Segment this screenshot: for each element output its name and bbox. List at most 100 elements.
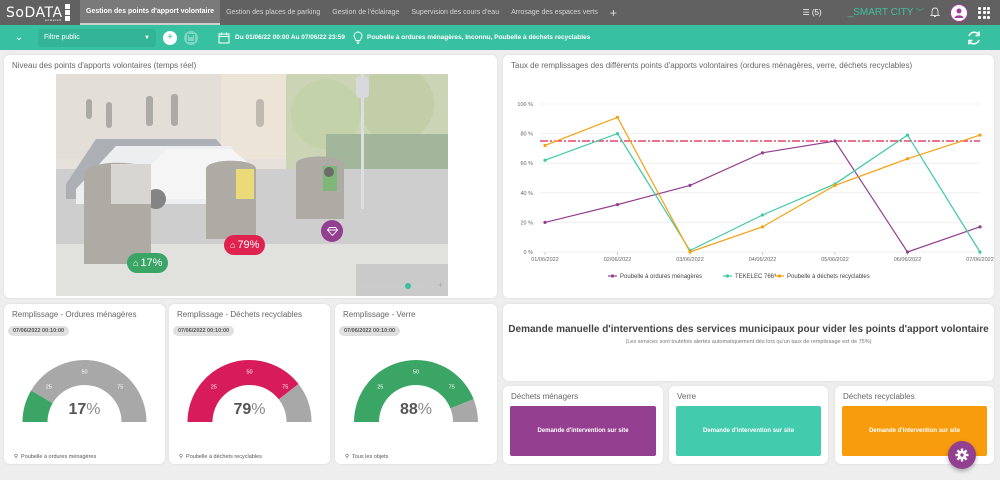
svg-text:20 %: 20 % — [520, 220, 533, 226]
settings-fab[interactable] — [948, 441, 976, 469]
svg-text:+: + — [438, 280, 443, 290]
workspace-selector[interactable]: _SMART CITY ﹀ — [848, 7, 924, 18]
card-title: Taux de remplissages des différents poin… — [511, 61, 913, 70]
svg-text:04/06/2022: 04/06/2022 — [749, 257, 777, 263]
object-selector[interactable]: Poubelle à ordures ménagères, Inconnu, P… — [353, 31, 590, 44]
svg-text:80 %: 80 % — [520, 132, 533, 138]
intervention-request-button-verre[interactable]: Demande d'intervention sur site — [676, 406, 821, 456]
svg-text:40 %: 40 % — [520, 191, 533, 197]
top-navigation-bar: SoDATA powered Gestion des points d'appo… — [0, 0, 1000, 25]
svg-text:100 %: 100 % — [517, 102, 533, 108]
fill-marker-verre[interactable] — [321, 220, 343, 242]
svg-text:0 %: 0 % — [524, 250, 534, 256]
gauge-date: 07/06/2022 00:10:00 — [8, 326, 70, 336]
gauge-chart: 25 50 75 — [22, 360, 147, 422]
dashboard-list-button[interactable]: ☰ (5) — [802, 8, 821, 17]
gauge-chart: 25 50 75 — [187, 360, 312, 422]
calendar-icon — [218, 32, 230, 43]
tab-cours-eau[interactable]: Supervision des cours d'eau — [411, 9, 500, 16]
action-card-verre: Verre Demande d'intervention sur site — [669, 386, 828, 464]
filter-bar: ⌄ Filtre public ▼ + Du 01/06/22 00:00 Au… — [0, 25, 1000, 50]
floppy-disk-icon — [187, 33, 195, 42]
svg-text:02/06/2022: 02/06/2022 — [604, 257, 632, 263]
svg-text:25: 25 — [46, 384, 52, 390]
gauge-title: Remplissage - Ordures ménagères — [12, 310, 137, 319]
add-tab-button[interactable]: + — [609, 5, 617, 20]
fill-marker-ordures[interactable]: ⌂ 17% — [127, 253, 169, 273]
svg-text:Poubelle à ordures ménagères: Poubelle à ordures ménagères — [620, 274, 702, 280]
list-count: (5) — [811, 8, 822, 17]
add-filter-button[interactable]: + — [163, 30, 177, 45]
filter-select-value: Filtre public — [44, 34, 80, 41]
action-title: Verre — [677, 392, 697, 401]
svg-text:03/06/2022: 03/06/2022 — [676, 257, 704, 263]
card-title: Niveau des points d'apports volontaires … — [12, 61, 197, 70]
svg-text:75: 75 — [449, 384, 455, 390]
svg-text:75: 75 — [282, 384, 288, 390]
svg-text:TEKELEC 766*: TEKELEC 766* — [735, 274, 777, 280]
gauge-date: 07/06/2022 00:10:00 — [173, 326, 235, 336]
apps-grid-icon[interactable] — [978, 6, 990, 19]
selected-objects-text: Poubelle à ordures ménagères, Inconnu, P… — [366, 34, 591, 41]
gauge-title: Remplissage - Déchets recyclables — [177, 310, 302, 319]
user-icon — [954, 8, 964, 18]
svg-text:50: 50 — [81, 370, 87, 376]
svg-text:50: 50 — [246, 370, 252, 376]
marker-value: 79% — [237, 239, 260, 251]
app-logo[interactable]: SoDATA powered — [0, 0, 80, 25]
logo-badge — [64, 4, 70, 21]
gear-icon — [955, 448, 969, 462]
svg-text:25: 25 — [377, 384, 383, 390]
svg-text:75: 75 — [117, 384, 123, 390]
gauge-value: 88% — [399, 401, 433, 418]
fill-rate-chart-card: Taux de remplissages des différents poin… — [503, 55, 994, 298]
intervention-subtitle: (Les services sont toutefois alertés aut… — [625, 339, 872, 345]
gauge-value: 17% — [68, 401, 101, 418]
lightbulb-icon: ⚲ — [14, 454, 19, 460]
gauge-card-recyclables: Remplissage - Déchets recyclables 07/06/… — [169, 304, 330, 464]
gauge-footer: ⚲ Tous les objets — [345, 454, 389, 460]
intervention-request-button-menagers[interactable]: Demande d'intervention sur site — [510, 406, 656, 456]
gauge-chart: 25 50 75 — [354, 359, 478, 422]
bin-icon: ⌂ — [133, 258, 139, 268]
filter-select[interactable]: Filtre public ▼ — [38, 28, 156, 47]
marker-value: 17% — [140, 257, 163, 269]
site-photo: + ⌂ 17% ⌂ 79% — [56, 74, 448, 296]
tab-arrosage[interactable]: Arrosage des espaces verts — [511, 9, 598, 16]
svg-text:50: 50 — [413, 370, 419, 376]
list-icon: ☰ — [802, 8, 810, 17]
save-filter-button[interactable] — [184, 30, 198, 45]
gauge-footer: ⚲ Poubelle à ordures ménagères — [14, 454, 97, 460]
svg-text:Poubelle à déchets recyclables: Poubelle à déchets recyclables — [787, 274, 870, 280]
intervention-title: Demande manuelle d'interventions des ser… — [508, 324, 989, 335]
bell-icon[interactable] — [930, 7, 940, 18]
action-title: Déchets recyclables — [843, 392, 915, 401]
fill-marker-recyclables[interactable]: ⌂ 79% — [224, 235, 266, 255]
user-avatar[interactable] — [950, 3, 968, 22]
date-range-picker[interactable]: Du 01/06/22 00:00 Au 07/06/22 23:59 — [218, 32, 345, 44]
gauge-card-ordures: Remplissage - Ordures ménagères 07/06/20… — [4, 304, 165, 464]
fill-rate-line-chart: 0 % 20 % 40 % 60 % 80 % 100 % 01/06/2022 02/06/… — [517, 102, 994, 280]
logo-subtext: powered — [45, 18, 62, 22]
workspace-name: _SMART CITY — [847, 7, 914, 18]
tab-parking[interactable]: Gestion des places de parking — [226, 9, 321, 16]
svg-text:05/06/2022: 05/06/2022 — [821, 257, 849, 263]
gauge-date: 07/06/2022 00:10:00 — [339, 326, 401, 336]
gauge-value: 79% — [233, 401, 266, 418]
tab-eclairage[interactable]: Gestion de l'éclairage — [332, 9, 400, 16]
lightbulb-icon: ⚲ — [345, 454, 350, 460]
plus-icon: + — [167, 32, 173, 43]
diamond-icon — [326, 226, 338, 236]
action-title: Déchets ménagers — [511, 392, 579, 401]
gauge-title: Remplissage - Verre — [343, 310, 416, 319]
tab-points-apport[interactable]: Gestion des points d'apport volontaire — [80, 0, 221, 25]
svg-text:07/06/2022: 07/06/2022 — [966, 257, 994, 263]
chevron-down-icon: ﹀ — [916, 8, 924, 17]
site-photo-illustration: + — [56, 74, 448, 296]
collapse-filter-button[interactable]: ⌄ — [0, 32, 38, 43]
chevron-down-icon: ⌄ — [14, 32, 24, 43]
svg-text:25: 25 — [211, 384, 217, 390]
svg-text:06/06/2022: 06/06/2022 — [894, 257, 922, 263]
refresh-icon[interactable] — [966, 30, 982, 46]
intervention-header-card: Demande manuelle d'interventions des ser… — [503, 304, 994, 381]
